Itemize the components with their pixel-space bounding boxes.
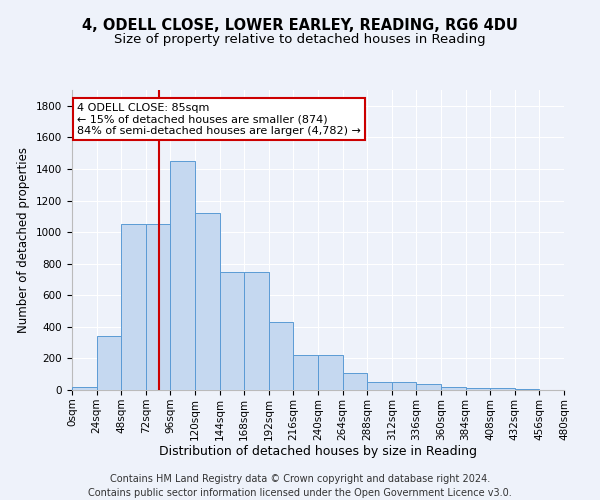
Y-axis label: Number of detached properties: Number of detached properties [17,147,31,333]
Bar [441,387,466,390]
Bar [244,272,269,390]
Text: Contains HM Land Registry data © Crown copyright and database right 2024.
Contai: Contains HM Land Registry data © Crown c… [88,474,512,498]
Bar [343,374,367,390]
Bar [416,384,441,390]
Bar [392,382,416,390]
Bar [220,272,244,390]
Text: 4 ODELL CLOSE: 85sqm
← 15% of detached houses are smaller (874)
84% of semi-deta: 4 ODELL CLOSE: 85sqm ← 15% of detached h… [77,102,361,136]
X-axis label: Distribution of detached houses by size in Reading: Distribution of detached houses by size … [159,446,477,458]
Bar [466,388,490,390]
Bar [490,388,515,390]
Bar [170,161,195,390]
Text: Size of property relative to detached houses in Reading: Size of property relative to detached ho… [114,32,486,46]
Bar [97,336,121,390]
Bar [72,387,97,390]
Bar [293,356,318,390]
Bar [318,356,343,390]
Bar [515,389,539,390]
Bar [195,213,220,390]
Text: 4, ODELL CLOSE, LOWER EARLEY, READING, RG6 4DU: 4, ODELL CLOSE, LOWER EARLEY, READING, R… [82,18,518,32]
Bar [146,224,170,390]
Bar [269,322,293,390]
Bar [367,382,392,390]
Bar [121,224,146,390]
